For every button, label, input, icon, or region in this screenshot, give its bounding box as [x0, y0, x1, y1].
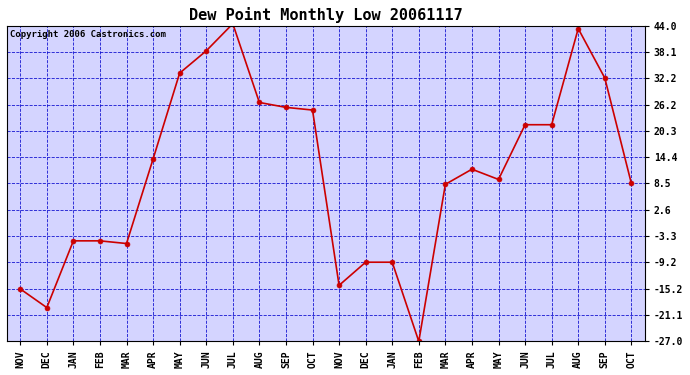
Text: Copyright 2006 Castronics.com: Copyright 2006 Castronics.com: [10, 30, 166, 39]
Title: Dew Point Monthly Low 20061117: Dew Point Monthly Low 20061117: [189, 7, 463, 23]
